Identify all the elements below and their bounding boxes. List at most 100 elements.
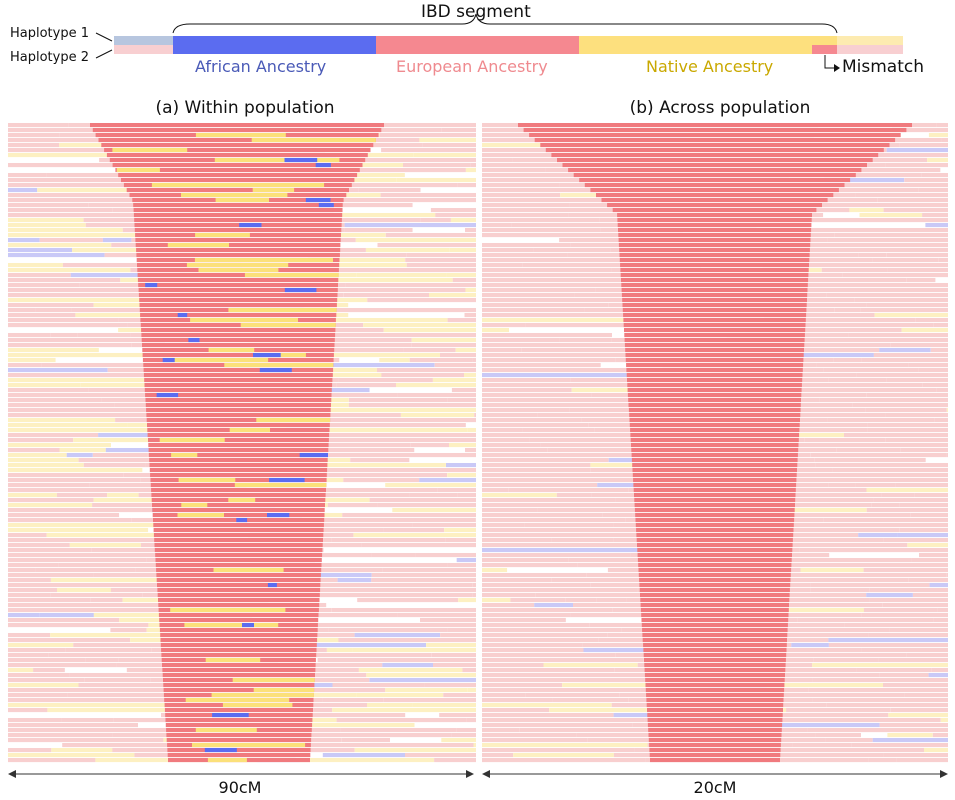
background-segment xyxy=(282,318,448,323)
background-segment xyxy=(482,253,568,258)
background-segment xyxy=(342,513,476,518)
ibd-row-segment xyxy=(644,658,786,663)
background-segment xyxy=(797,248,849,253)
ibd-row-segment xyxy=(151,488,326,493)
background-segment xyxy=(482,518,626,523)
background-segment xyxy=(780,383,841,388)
ibd-row-segment xyxy=(612,208,817,213)
native-tract xyxy=(116,168,160,173)
background-segment xyxy=(858,253,887,258)
native-tract xyxy=(195,233,250,238)
background-segment xyxy=(337,578,372,583)
african-tract xyxy=(156,393,179,398)
ibd-row-segment xyxy=(634,498,796,503)
background-segment xyxy=(8,733,113,738)
background-segment xyxy=(540,443,699,448)
haplotype-1-right-flank xyxy=(837,36,903,45)
background-segment xyxy=(57,588,111,593)
background-segment xyxy=(369,388,452,393)
background-segment xyxy=(885,163,948,168)
background-segment xyxy=(766,683,883,688)
background-segment xyxy=(8,173,47,178)
background-segment xyxy=(348,313,465,318)
background-segment xyxy=(565,598,597,603)
background-segment xyxy=(59,433,99,438)
native-tract xyxy=(256,418,331,423)
background-segment xyxy=(805,598,870,603)
background-segment xyxy=(305,428,468,433)
background-segment xyxy=(867,423,948,428)
background-segment xyxy=(482,368,626,373)
background-segment xyxy=(348,303,418,308)
ibd-row-segment xyxy=(622,303,807,308)
ibd-row-segment xyxy=(138,288,338,293)
background-segment xyxy=(534,603,573,608)
background-segment xyxy=(482,403,648,408)
background-segment xyxy=(8,398,102,403)
background-segment xyxy=(333,208,431,213)
background-segment xyxy=(334,278,453,283)
background-segment xyxy=(888,713,948,718)
background-segment xyxy=(120,363,152,368)
ibd-row-segment xyxy=(629,423,800,428)
background-segment xyxy=(866,303,948,308)
native-tract xyxy=(170,608,286,613)
background-segment xyxy=(482,323,526,328)
background-segment xyxy=(8,158,100,163)
background-segment xyxy=(896,758,948,763)
ibd-row-segment xyxy=(648,733,782,738)
background-segment xyxy=(451,733,476,738)
background-segment xyxy=(873,498,948,503)
background-segment xyxy=(8,258,183,263)
background-segment xyxy=(482,273,558,278)
background-segment xyxy=(77,333,131,338)
background-segment xyxy=(872,258,913,263)
background-segment xyxy=(861,358,948,363)
haplotype-2-left-flank xyxy=(114,45,173,54)
background-segment xyxy=(895,128,948,133)
native-tract xyxy=(112,148,188,153)
background-segment xyxy=(119,513,181,518)
background-segment xyxy=(322,403,349,408)
background-segment xyxy=(367,703,413,708)
background-segment xyxy=(886,378,948,383)
ibd-row-segment xyxy=(630,428,800,433)
ibd-row-segment xyxy=(568,168,862,173)
native-tract xyxy=(198,268,279,273)
background-segment xyxy=(537,508,697,513)
background-segment xyxy=(904,178,948,183)
background-segment xyxy=(377,503,476,508)
panel-b-scale-label: 20cM xyxy=(693,778,737,797)
background-segment xyxy=(867,428,948,433)
background-segment xyxy=(384,343,412,348)
ibd-row-segment xyxy=(641,623,788,628)
background-segment xyxy=(721,628,890,633)
background-segment xyxy=(92,453,148,458)
ibd-row-segment xyxy=(152,513,325,518)
ibd-row-segment xyxy=(134,223,342,228)
background-segment xyxy=(8,318,119,323)
background-segment xyxy=(8,738,48,743)
background-segment xyxy=(441,738,476,743)
ibd-row-segment xyxy=(106,153,368,158)
background-segment xyxy=(422,143,476,148)
background-segment xyxy=(8,148,109,153)
background-segment xyxy=(826,293,948,298)
background-segment xyxy=(8,688,168,693)
background-segment xyxy=(915,318,948,323)
background-segment xyxy=(724,758,869,763)
ibd-row-segment xyxy=(632,473,797,478)
background-segment xyxy=(434,758,476,763)
background-segment xyxy=(295,643,426,648)
background-segment xyxy=(852,188,919,193)
ibd-row-segment xyxy=(640,608,789,613)
background-segment xyxy=(591,393,637,398)
background-segment xyxy=(581,678,676,683)
african-tract xyxy=(259,368,292,373)
background-segment xyxy=(8,643,74,648)
background-segment xyxy=(482,193,561,198)
ibd-row-segment xyxy=(150,473,327,478)
ibd-row-segment xyxy=(579,178,851,183)
background-segment xyxy=(102,238,132,243)
background-segment xyxy=(482,658,607,663)
